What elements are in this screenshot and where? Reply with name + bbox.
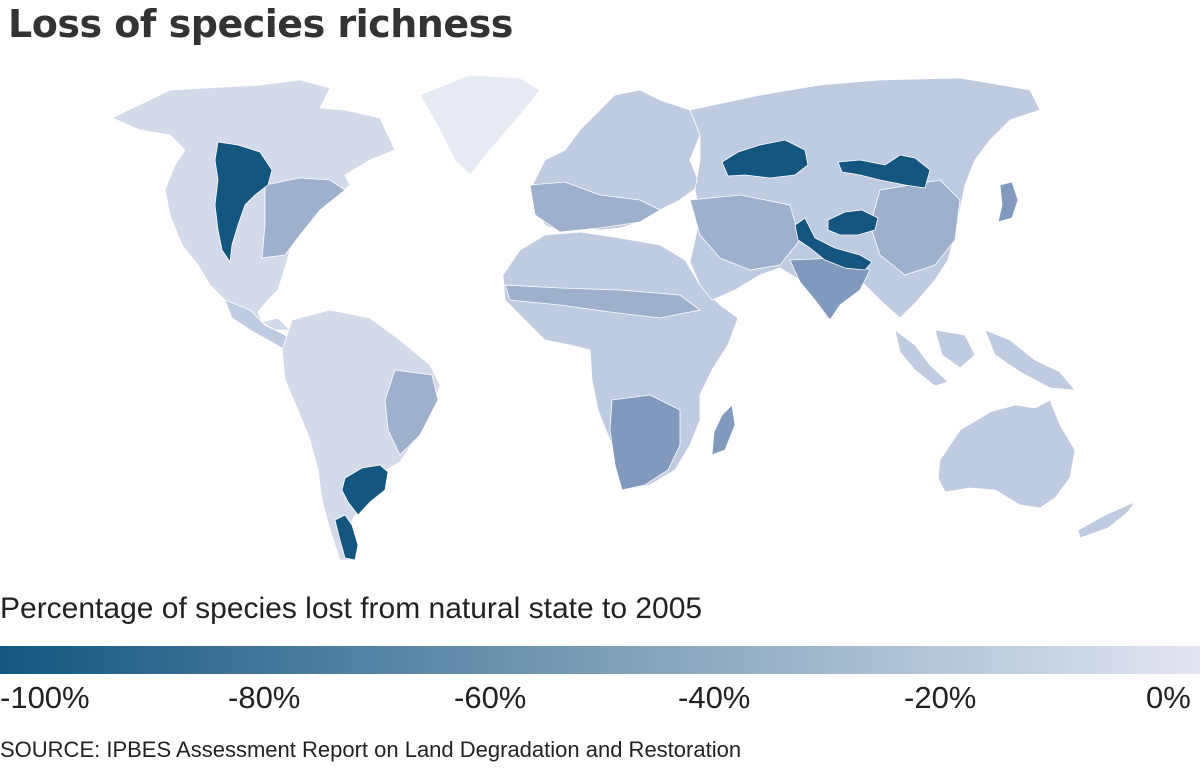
region-japan bbox=[997, 181, 1019, 223]
region-greenland bbox=[419, 74, 541, 176]
region-mongolian-steppe bbox=[837, 154, 931, 189]
region-pampas bbox=[341, 464, 389, 516]
legend-tick-minus-20: -20% bbox=[904, 680, 977, 715]
world-choropleth-map bbox=[111, 74, 1137, 561]
region-madagascar bbox=[711, 404, 736, 456]
source-note: SOURCE: IPBES Assessment Report on Land … bbox=[0, 737, 742, 762]
region-mediterranean bbox=[529, 181, 661, 233]
legend-tick-0: 0% bbox=[1146, 680, 1191, 715]
region-southern-africa bbox=[609, 394, 681, 491]
region-patagonia bbox=[334, 514, 359, 561]
legend-tick-minus-40: -40% bbox=[678, 680, 751, 715]
severe-loss-zones bbox=[214, 139, 931, 561]
legend-tick-minus-100: -100% bbox=[0, 680, 90, 715]
region-eastern-us bbox=[261, 177, 346, 259]
region-kazakh-steppe bbox=[721, 139, 809, 179]
legend-label: Percentage of species lost from natural … bbox=[0, 592, 703, 625]
legend-tick-minus-60: -60% bbox=[454, 680, 527, 715]
region-tibetan-plateau bbox=[827, 209, 879, 236]
region-north-america bbox=[111, 79, 396, 331]
region-china bbox=[869, 179, 961, 276]
region-sahel bbox=[504, 284, 701, 319]
region-australia bbox=[937, 399, 1076, 509]
region-new-zealand bbox=[1077, 501, 1137, 539]
moderate-loss-zones bbox=[261, 177, 961, 491]
region-indus-ganges bbox=[794, 217, 873, 271]
map-title: Loss of species richness bbox=[8, 2, 513, 46]
region-great-plains bbox=[214, 141, 273, 264]
legend-tick-minus-80: -80% bbox=[228, 680, 301, 715]
region-brazil-east bbox=[384, 369, 439, 456]
region-middle-east bbox=[689, 194, 801, 271]
region-southeast-asia bbox=[894, 329, 1076, 391]
legend-color-scale bbox=[0, 646, 1200, 674]
